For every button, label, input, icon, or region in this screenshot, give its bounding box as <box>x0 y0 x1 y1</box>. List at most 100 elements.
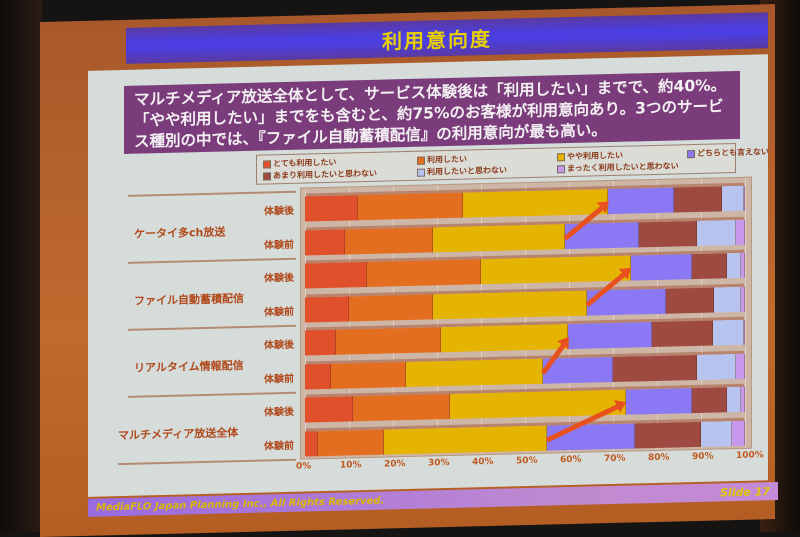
category-separator <box>128 190 296 197</box>
bar-segment <box>722 185 744 212</box>
bar-segment <box>744 185 745 211</box>
bar-segment <box>607 187 674 215</box>
bar-segment <box>441 324 569 353</box>
legend-item: 利用したいと思わない <box>417 165 507 178</box>
row-label: 体験前 <box>264 306 294 319</box>
bar-segment <box>353 393 451 422</box>
bar-segment <box>727 252 741 279</box>
legend-item: まったく利用したいと思わない <box>557 160 679 174</box>
bar-segment <box>740 286 745 312</box>
bar-segment <box>700 420 732 447</box>
category-separator <box>128 324 296 331</box>
row-label: 体験前 <box>264 373 294 386</box>
legend-item: 利用したい <box>417 154 467 166</box>
summary-box: マルチメディア放送全体として、サービス体験後は「利用したい」までで、約40%。 … <box>124 70 740 154</box>
legend-swatch-icon <box>263 171 271 181</box>
category-label: マルチメディア放送全体 <box>118 426 239 443</box>
x-axis-tick-label: 40% <box>472 456 494 468</box>
legend-label: どちらとも言えない <box>697 147 769 158</box>
legend-swatch-icon <box>687 149 695 158</box>
bar-segment <box>731 420 745 446</box>
legend-swatch-icon <box>417 156 425 165</box>
category-label: リアルタイム情報配信 <box>134 359 244 375</box>
room-background-left <box>0 0 42 532</box>
legend-label: とても利用したい <box>273 157 337 169</box>
bar-segment <box>318 429 385 456</box>
legend-swatch-icon <box>557 164 565 173</box>
category-separator <box>128 391 296 398</box>
bar-segment <box>696 219 737 246</box>
x-axis-tick-label: 80% <box>648 452 670 464</box>
bar-segment <box>357 192 464 221</box>
x-axis-tick-label: 50% <box>516 455 538 467</box>
x-axis-tick-label: 60% <box>560 454 582 466</box>
bar-segment <box>696 353 737 380</box>
legend-label: 利用したいと思わない <box>427 165 507 177</box>
category-label: ファイル自動蓄積配信 <box>134 292 244 308</box>
legend-label: まったく利用したいと思わない <box>567 161 679 174</box>
legend-swatch-icon <box>263 159 271 169</box>
bar-segment <box>366 259 481 288</box>
bar-segment <box>432 223 565 252</box>
bar-segment <box>305 262 367 289</box>
bar-segment <box>305 363 332 390</box>
x-axis-tick-label: 20% <box>384 459 406 470</box>
x-axis-tick-label: 30% <box>428 457 450 469</box>
legend-item: どちらとも言えない <box>687 146 769 159</box>
bar-segment <box>714 286 741 313</box>
category-separator <box>118 458 296 466</box>
gridline <box>745 177 746 448</box>
legend-label: あまり利用したいと思わない <box>273 168 377 181</box>
bar-segment <box>639 220 697 247</box>
category-separator <box>128 257 296 264</box>
row-label: 体験後 <box>264 339 294 352</box>
row-label: 体験前 <box>264 440 294 453</box>
x-axis-tick-label: 10% <box>340 460 362 471</box>
bar-segment <box>630 254 693 281</box>
bar-segment <box>665 287 715 314</box>
bar-segment <box>736 353 745 379</box>
legend-label: 利用したい <box>427 154 467 165</box>
x-axis-tick-label: 0% <box>296 461 312 472</box>
bar-segment <box>305 295 349 323</box>
row-label: 体験後 <box>264 205 294 218</box>
bar-segment <box>480 255 631 285</box>
bar-segment <box>612 354 697 382</box>
bar-segment <box>384 425 547 455</box>
legend-item: あまり利用したいと思わない <box>263 168 377 182</box>
category-label: ケータイ多ch放送 <box>134 225 226 241</box>
slide-number: Slide 17 <box>720 484 770 499</box>
content-panel: マルチメディア放送全体として、サービス体験後は「利用したい」までで、約40%。 … <box>88 54 769 497</box>
bar-segment <box>651 320 714 348</box>
bar-segment <box>305 195 358 222</box>
bar-segment <box>305 329 336 356</box>
bar-segment <box>344 226 433 255</box>
legend-label: やや利用したい <box>567 150 623 162</box>
bar-segment <box>736 219 745 245</box>
bar-segment <box>713 319 744 346</box>
bar-segment <box>331 361 407 389</box>
bar-segment <box>740 252 745 278</box>
bar-segment <box>568 322 652 350</box>
bar-segment <box>305 229 345 256</box>
legend-swatch-icon <box>417 168 425 177</box>
row-label: 体験後 <box>264 272 294 285</box>
bar-segment <box>740 386 745 412</box>
bar-segment <box>744 319 745 345</box>
bar-segment <box>406 358 543 387</box>
slide-title: 利用意向度 <box>382 26 492 54</box>
row-label: 体験後 <box>264 406 294 419</box>
x-axis-tick-label: 90% <box>692 451 714 463</box>
row-label: 体験前 <box>264 239 294 252</box>
chart-plot-area <box>300 176 752 460</box>
bar-segment <box>634 421 701 448</box>
bar-segment <box>463 189 608 218</box>
x-axis-tick-label: 100% <box>736 450 764 461</box>
slide: 利用意向度 マルチメディア放送全体として、サービス体験後は「利用したい」までで、… <box>88 12 778 519</box>
bar-segment <box>432 290 587 319</box>
bar-segment <box>727 386 741 413</box>
bar-segment <box>349 293 433 321</box>
footer-copyright: MediaFLO Japan Planning Inc., All Rights… <box>96 495 385 514</box>
legend-swatch-icon <box>557 152 565 161</box>
projected-slide: 利用意向度 マルチメディア放送全体として、サービス体験後は「利用したい」までで、… <box>40 4 778 537</box>
